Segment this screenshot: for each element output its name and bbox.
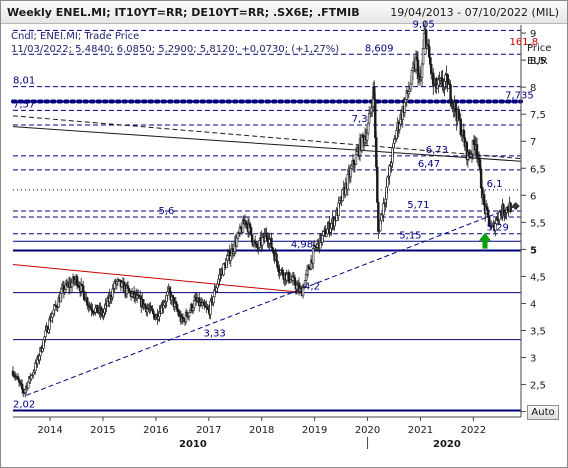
horizontal-levels <box>11 29 523 412</box>
level-label: 5,15 <box>399 230 421 241</box>
candles <box>11 20 512 398</box>
trendline <box>12 115 522 160</box>
trendline <box>12 126 522 162</box>
level-label: 8,609 <box>365 43 394 54</box>
x-tick-label: 2015 <box>90 425 115 436</box>
candle-body <box>487 209 490 218</box>
candle-body <box>354 153 358 165</box>
candle-body <box>393 139 396 144</box>
candle-body <box>482 194 486 206</box>
trendline-end-marker <box>511 202 520 211</box>
annotations: 161,8 <box>479 37 538 249</box>
candle-body <box>275 253 278 262</box>
level-label: 7,735 <box>505 91 534 102</box>
y-tick-label: 3,5 <box>530 326 546 337</box>
candle-body <box>325 233 328 237</box>
candle-body <box>248 223 252 228</box>
y-tick-label: 9 <box>530 29 536 40</box>
level-label: 4,2 <box>304 282 320 293</box>
candle-body <box>212 296 215 303</box>
candle-body <box>249 227 253 236</box>
y-tick-label: 5,5 <box>530 218 546 229</box>
candle-body <box>270 237 273 248</box>
axes: 22,533,544,555,566,577,588,5920142015201… <box>13 25 546 450</box>
legend-line-1: Cndl; ENEI.MI; Trade Price <box>11 31 139 42</box>
candle-body <box>509 202 512 212</box>
trendlines <box>12 115 522 396</box>
level-label: 9,05 <box>413 19 435 30</box>
trendline <box>12 264 305 294</box>
level-label: 4,98 <box>291 239 313 250</box>
y-tick-label: 4 <box>530 299 536 310</box>
level-label: 3,33 <box>204 329 226 340</box>
candle-body <box>229 255 232 261</box>
level-label: 7,3 <box>352 114 368 125</box>
legend-line-2: 11/03/2022; 5,4840; 6,0850; 5,2900; 5,81… <box>11 44 339 55</box>
decade-label: 2010 <box>179 439 207 450</box>
candle-body <box>83 291 86 301</box>
candle-body <box>96 304 99 314</box>
y-tick-label: 7 <box>530 137 536 148</box>
chart-title: Weekly ENEL.MI; IT10YT=RR; DE10YT=RR; .S… <box>7 6 360 19</box>
trendline <box>26 205 516 396</box>
candle-body <box>287 271 290 283</box>
level-label: 5,71 <box>407 200 429 211</box>
x-tick-label: 2022 <box>461 425 486 436</box>
candle-body <box>421 48 425 65</box>
x-tick-label: 2014 <box>37 425 62 436</box>
annotation-label: 161,8 <box>509 37 538 48</box>
x-tick-label: 2019 <box>302 425 327 436</box>
x-tick-label: 2016 <box>143 425 168 436</box>
candle-body <box>171 294 174 298</box>
x-tick-label: 2020 <box>355 425 380 436</box>
level-labels: 9,05 8,609 8,01 7,735 7,57 7,3 6,73 6,47 6,1 5,71… <box>13 19 534 410</box>
level-label: 6,1 <box>487 179 503 190</box>
candle-body <box>295 284 299 290</box>
date-range: 19/04/2013 - 07/10/2022 (MIL) <box>390 6 559 19</box>
y-tick-label: 4,5 <box>530 272 546 283</box>
level-label: 6,73 <box>426 145 448 156</box>
y-tick-label: 5 <box>530 245 537 256</box>
y-tick-label: 6,5 <box>530 164 546 175</box>
x-tick-label: 2021 <box>408 425 433 436</box>
level-label: 2,02 <box>13 400 35 411</box>
x-tick-label: 2018 <box>249 425 274 436</box>
level-label: 7,57 <box>13 99 35 110</box>
candle-body <box>51 313 54 318</box>
candle-body <box>192 300 196 309</box>
y-tick-label: 2,5 <box>530 381 546 392</box>
auto-scale-button[interactable]: Auto <box>527 405 559 420</box>
y-tick-label: 3 <box>530 354 536 365</box>
level-label: 8,01 <box>13 76 35 87</box>
y-tick-label: 6 <box>530 191 536 202</box>
y-tick-label: 8 <box>530 83 536 94</box>
candle-body <box>376 166 379 203</box>
axis-unit: EUR <box>527 56 548 67</box>
axis-name: Price <box>527 43 551 54</box>
level-label: 6,47 <box>418 159 440 170</box>
green-up-arrow-icon <box>479 232 492 249</box>
y-tick-label: 8,5 <box>530 56 546 67</box>
decade-label: 2020 <box>433 439 461 450</box>
y-tick-label: 7,5 <box>530 110 546 121</box>
candle-body <box>152 310 155 315</box>
level-label: 5,29 <box>487 223 509 234</box>
candle-body <box>185 312 189 317</box>
x-tick-label: 2017 <box>196 425 221 436</box>
title-bar: Weekly ENEL.MI; IT10YT=RR; DE10YT=RR; .S… <box>1 1 567 24</box>
level-label: 5,6 <box>159 206 175 217</box>
candle-body <box>388 165 391 177</box>
